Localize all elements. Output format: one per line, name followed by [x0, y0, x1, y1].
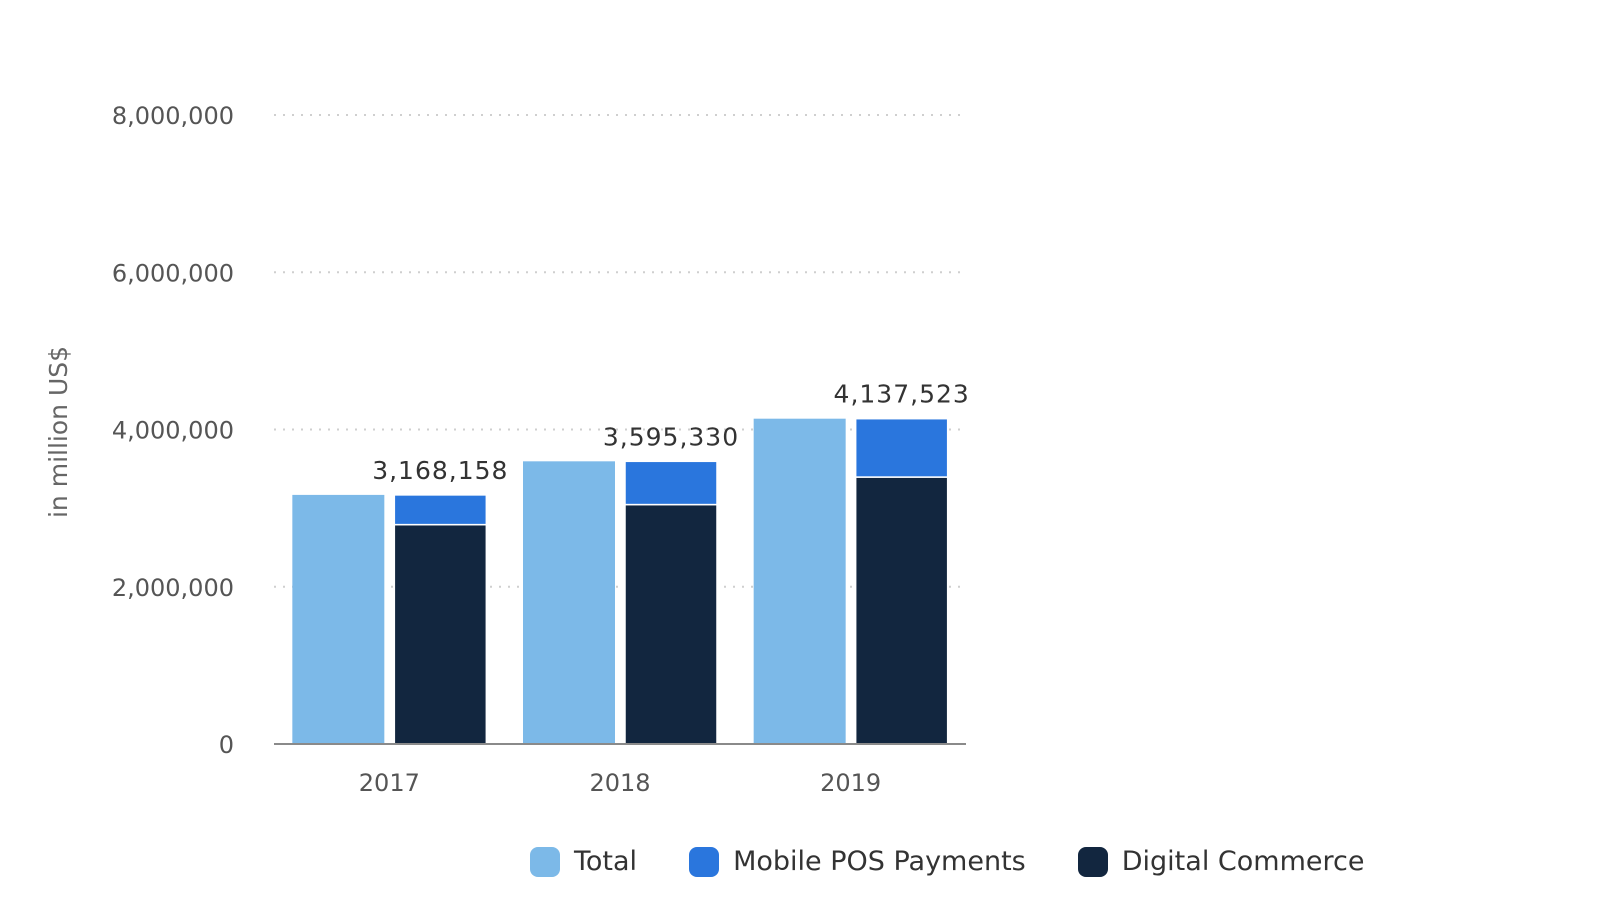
data-label-2017: 3,168,158: [372, 456, 508, 485]
data-label-2018: 3,595,330: [603, 422, 739, 451]
legend-label-total: Total: [574, 846, 638, 877]
legend: Total Mobile POS Payments Digital Commer…: [530, 846, 1364, 877]
y-tick-label: 0: [219, 731, 234, 759]
bar-digital-commerce-2017[interactable]: [393, 523, 488, 745]
legend-swatch-mobile-pos-payments: [689, 846, 720, 877]
legend-item-digital-commerce[interactable]: Digital Commerce: [1077, 846, 1365, 877]
x-tick-label: 2017: [359, 769, 420, 797]
y-axis-title: in million US$: [44, 346, 73, 518]
data-labels: 3,168,158 3,595,330 4,137,523: [372, 380, 970, 485]
bar-total-2017[interactable]: [292, 494, 385, 744]
legend-swatch-digital-commerce: [1077, 846, 1108, 877]
y-tick-label: 4,000,000: [112, 417, 234, 445]
bar-total-2018[interactable]: [523, 461, 615, 744]
x-tick-label: 2019: [820, 769, 881, 797]
bar-mobile-pos-payments-2017[interactable]: [393, 494, 488, 526]
bar-mobile-pos-payments-2019[interactable]: [854, 417, 949, 478]
bars: [292, 417, 949, 745]
bar-mobile-pos-payments-2018[interactable]: [624, 460, 718, 506]
y-tick-label: 8,000,000: [112, 102, 234, 130]
bar-digital-commerce-2018[interactable]: [624, 503, 718, 745]
legend-item-total[interactable]: Total: [530, 846, 637, 877]
legend-swatch-total: [530, 846, 560, 877]
y-tick-label: 6,000,000: [112, 259, 234, 287]
legend-label-digital-commerce: Digital Commerce: [1121, 846, 1365, 877]
legend-item-mobile-pos-payments[interactable]: Mobile POS Payments: [689, 846, 1026, 877]
grid-lines: [274, 114, 966, 588]
bar-total-2019[interactable]: [753, 418, 846, 744]
y-tick-label: 2,000,000: [112, 574, 234, 602]
axes: 0 2,000,000 4,000,000 6,000,000 8,000,000 201…: [112, 102, 966, 797]
x-tick-label: 2018: [589, 769, 650, 797]
legend-label-mobile-pos-payments: Mobile POS Payments: [733, 846, 1026, 877]
bar-digital-commerce-2019[interactable]: [854, 476, 949, 745]
data-label-2019: 4,137,523: [834, 380, 970, 409]
